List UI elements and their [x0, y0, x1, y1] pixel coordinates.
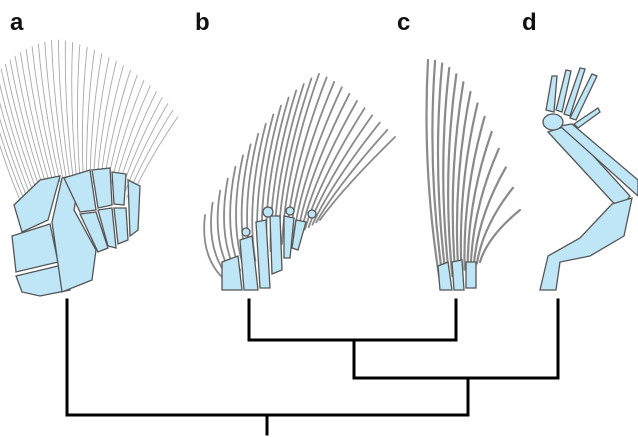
tree-branch: [249, 300, 456, 340]
bone: [256, 220, 270, 288]
bone: [240, 236, 258, 290]
limb-d: [540, 68, 638, 290]
bone: [242, 228, 250, 236]
bone: [286, 207, 294, 215]
bone: [292, 220, 306, 250]
bone: [543, 114, 563, 130]
panel-label: a: [10, 9, 24, 36]
panel-label: b: [195, 9, 210, 36]
bone: [270, 216, 282, 274]
fin-ray: [107, 75, 138, 187]
bone: [114, 208, 128, 244]
bone: [540, 198, 632, 290]
fin-ray: [448, 74, 456, 276]
cladogram: [67, 300, 558, 434]
bone: [128, 180, 140, 236]
bone: [12, 224, 58, 272]
fin-ray: [77, 45, 80, 181]
fin-ray: [477, 188, 513, 264]
bone: [222, 256, 242, 290]
bone: [438, 262, 452, 290]
bone: [452, 260, 464, 290]
panel-label: d: [522, 9, 537, 36]
panel-label: c: [397, 9, 410, 36]
bone: [112, 172, 126, 205]
bone: [466, 262, 476, 288]
bone: [546, 76, 557, 112]
bone: [284, 216, 294, 258]
tree-branch: [67, 300, 468, 415]
fin-ray: [58, 40, 70, 180]
fin-ray: [72, 43, 77, 180]
figure: a b c d: [0, 0, 638, 437]
fin-c-bones: [438, 260, 476, 290]
bone: [308, 210, 316, 218]
bone: [263, 207, 273, 217]
fin-ray: [480, 210, 520, 262]
